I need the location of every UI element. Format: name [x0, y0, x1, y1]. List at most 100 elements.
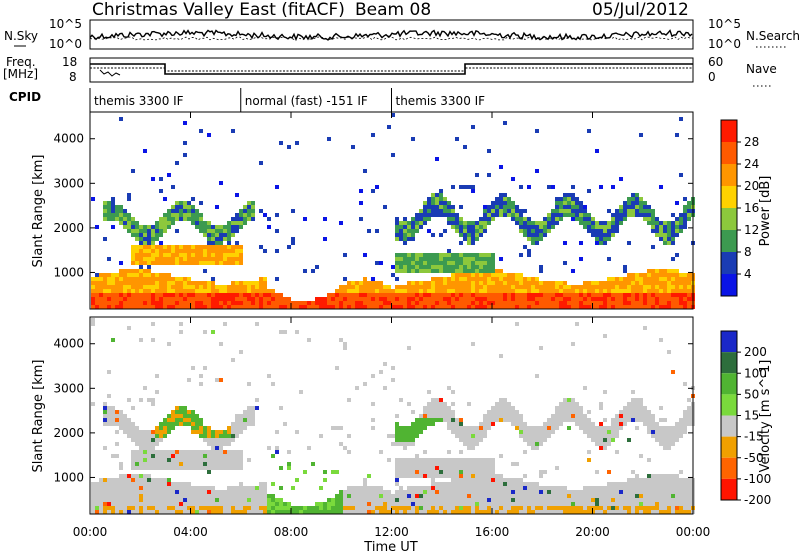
heatmap-cell [475, 293, 479, 297]
heatmap-cell [263, 305, 267, 309]
heatmap-cell [243, 213, 247, 217]
heatmap-cell [191, 281, 195, 285]
heatmap-cell [483, 418, 487, 422]
heatmap-cell [367, 229, 371, 233]
heatmap-cell [231, 454, 235, 458]
heatmap-cell [475, 502, 479, 506]
heatmap-cell [499, 510, 503, 514]
heatmap-cell [383, 498, 387, 502]
heatmap-cell [367, 297, 371, 301]
heatmap-cell [175, 289, 179, 293]
heatmap-cell [239, 506, 243, 510]
heatmap-cell [235, 422, 239, 426]
heatmap-cell [151, 430, 155, 434]
heatmap-cell [671, 426, 675, 430]
heatmap-cell [123, 209, 127, 213]
heatmap-cell [419, 217, 423, 221]
heatmap-cell [199, 426, 203, 430]
heatmap-cell [159, 458, 163, 462]
heatmap-cell [603, 486, 607, 490]
heatmap-cell [447, 506, 451, 510]
heatmap-cell [123, 273, 127, 277]
heatmap-cell [631, 410, 635, 414]
y-tick-label: 3000 [53, 381, 84, 395]
heatmap-cell [663, 434, 667, 438]
heatmap-cell [403, 494, 407, 498]
heatmap-cell [379, 510, 383, 514]
heatmap-cell [247, 285, 251, 289]
heatmap-cell [647, 301, 651, 305]
heatmap-cell [159, 494, 163, 498]
heatmap-cell [151, 273, 155, 277]
heatmap-cell [255, 293, 259, 297]
heatmap-cell [351, 281, 355, 285]
heatmap-cell [343, 494, 347, 498]
heatmap-cell [571, 342, 575, 346]
heatmap-cell [139, 490, 143, 494]
heatmap-cell [615, 498, 619, 502]
heatmap-cell [227, 458, 231, 462]
heatmap-cell [159, 245, 163, 249]
heatmap-cell [687, 482, 691, 486]
heatmap-cell [519, 422, 523, 426]
heatmap-cell [423, 301, 427, 305]
heatmap-cell [395, 289, 399, 293]
heatmap-cell [443, 209, 447, 213]
heatmap-cell [687, 490, 691, 494]
heatmap-cell [139, 466, 143, 470]
heatmap-cell [515, 502, 519, 506]
heatmap-cell [451, 297, 455, 301]
heatmap-cell [187, 293, 191, 297]
heatmap-cell [351, 305, 355, 309]
heatmap-cell [547, 494, 551, 498]
heatmap-cell [147, 454, 151, 458]
heatmap-cell [447, 414, 451, 418]
heatmap-cell [543, 490, 547, 494]
heatmap-cell [615, 510, 619, 514]
heatmap-cell [623, 277, 627, 281]
heatmap-cell [259, 510, 263, 514]
heatmap-cell [527, 502, 531, 506]
heatmap-cell [627, 201, 631, 205]
heatmap-cell [587, 490, 591, 494]
heatmap-cell [639, 197, 643, 201]
heatmap-cell [443, 470, 447, 474]
heatmap-cell [247, 213, 251, 217]
heatmap-cell [667, 438, 671, 442]
heatmap-cell [343, 277, 347, 281]
heatmap-cell [415, 265, 419, 269]
nave-label: Nave [746, 62, 777, 76]
heatmap-cell [219, 261, 223, 265]
heatmap-cell [591, 430, 595, 434]
heatmap-cell [407, 285, 411, 289]
heatmap-cell [367, 305, 371, 309]
heatmap-cell [515, 418, 519, 422]
heatmap-cell [479, 301, 483, 305]
heatmap-cell [107, 209, 111, 213]
heatmap-cell [347, 281, 351, 285]
heatmap-cell [519, 418, 523, 422]
heatmap-cell [127, 398, 131, 402]
heatmap-cell [339, 293, 343, 297]
heatmap-cell [423, 502, 427, 506]
heatmap-cell [127, 478, 131, 482]
heatmap-cell [475, 426, 479, 430]
heatmap-cell [227, 490, 231, 494]
heatmap-cell [491, 510, 495, 514]
heatmap-cell [239, 430, 243, 434]
heatmap-cell [559, 289, 563, 293]
heatmap-cell [523, 293, 527, 297]
heatmap-cell [167, 305, 171, 309]
heatmap-cell [659, 494, 663, 498]
heatmap-cell [295, 430, 299, 434]
heatmap-cell [131, 426, 135, 430]
heatmap-cell [515, 506, 519, 510]
heatmap-cell [199, 462, 203, 466]
heatmap-cell [471, 253, 475, 257]
heatmap-cell [427, 201, 431, 205]
heatmap-cell [623, 289, 627, 293]
heatmap-cell [667, 498, 671, 502]
heatmap-cell [203, 293, 207, 297]
heatmap-cell [387, 305, 391, 309]
heatmap-cell [463, 253, 467, 257]
